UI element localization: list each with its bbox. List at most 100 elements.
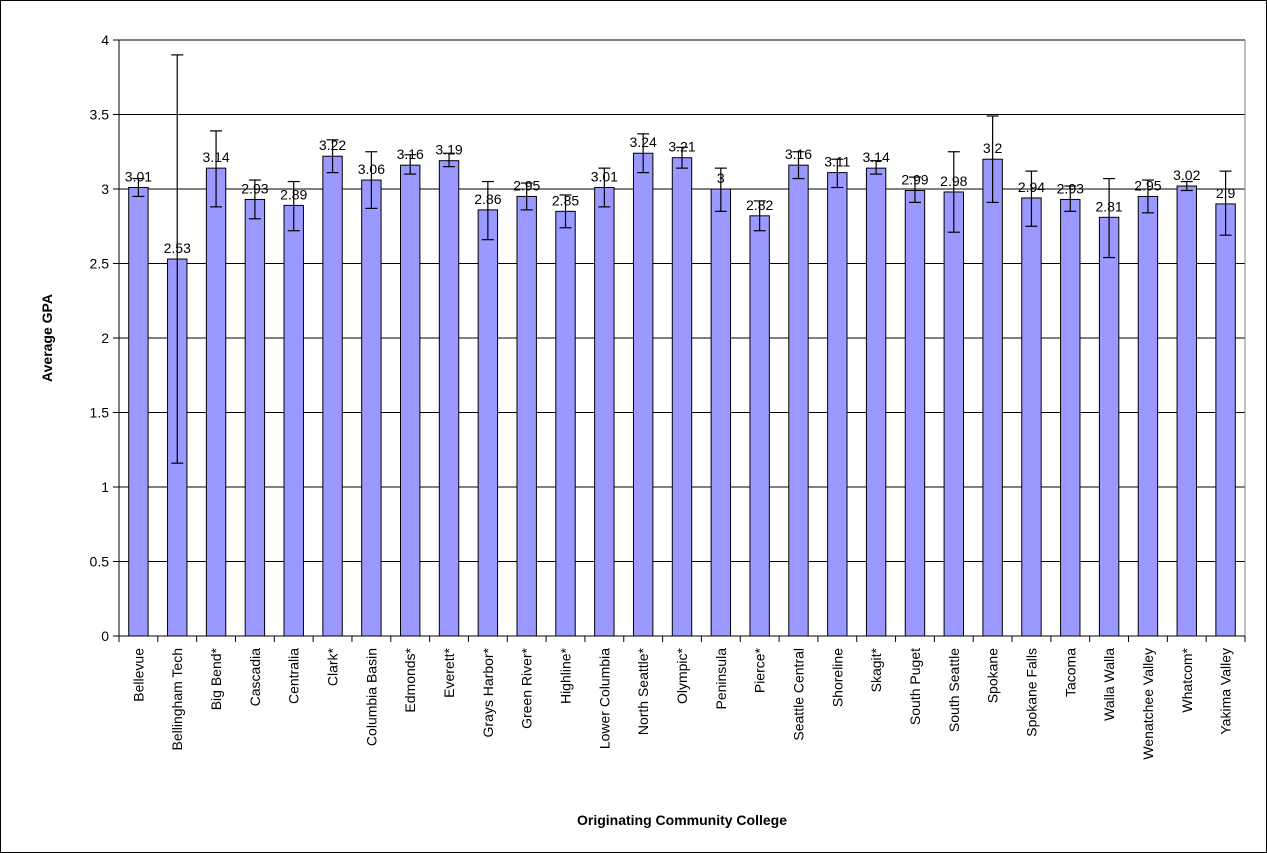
x-category-label: Seattle Central	[790, 648, 806, 741]
y-tick-label: 2	[101, 330, 109, 346]
data-label: 2.93	[241, 180, 268, 196]
y-tick-label: 0	[101, 628, 109, 644]
bar	[555, 210, 576, 637]
bar	[477, 209, 499, 637]
data-label: 3.22	[319, 137, 346, 153]
data-label: 3.01	[591, 169, 618, 185]
data-label: 2.9	[1216, 185, 1236, 201]
bar	[438, 160, 460, 637]
x-category-label: Bellevue	[130, 648, 146, 702]
bar	[749, 215, 770, 637]
bar	[283, 204, 304, 637]
x-category-label: Walla Walla	[1101, 648, 1117, 721]
data-label: 2.94	[1018, 179, 1045, 195]
data-labels: 3.012.533.142.93 2.893.223.063.16 3.192.86…	[125, 134, 1236, 256]
x-category-label: Spokane Falls	[1023, 648, 1039, 737]
data-label: 3.14	[863, 149, 890, 165]
bar	[1021, 197, 1042, 637]
bar	[827, 172, 848, 637]
data-label: 3.24	[630, 134, 657, 150]
data-label: 2.95	[513, 177, 540, 193]
bar	[594, 187, 615, 637]
data-label: 3	[717, 170, 725, 186]
x-category-label: Everett*	[441, 647, 457, 697]
data-label: 3.06	[358, 161, 385, 177]
bar	[1060, 198, 1081, 637]
data-label: 2.98	[940, 173, 967, 189]
x-axis-title: Originating Community College	[577, 812, 787, 828]
data-label: 3.16	[785, 146, 812, 162]
data-label: 2.93	[1057, 180, 1084, 196]
data-label: 2.95	[1134, 177, 1161, 193]
y-tick-label: 3	[101, 181, 109, 197]
bar	[1137, 195, 1159, 637]
data-label: 2.99	[901, 171, 928, 187]
data-label: 3.01	[125, 169, 152, 185]
error-bars	[132, 54, 1232, 464]
data-label: 3.14	[202, 149, 229, 165]
x-category-label: Yakima Valley	[1218, 648, 1234, 735]
x-category-label: Whatcom*	[1179, 647, 1195, 712]
x-category-label: Peninsula	[713, 648, 729, 710]
data-label: 3.21	[668, 139, 695, 155]
bar	[244, 198, 266, 637]
bar	[632, 152, 654, 637]
bar	[865, 167, 887, 637]
y-tick-label: 1	[101, 479, 109, 495]
bar	[904, 189, 926, 637]
y-tick-label: 1.5	[90, 405, 110, 421]
data-label: 3.02	[1173, 167, 1200, 183]
x-category-label: South Seattle	[946, 648, 962, 732]
x-category-label: Shoreline	[829, 648, 845, 707]
data-label: 2.81	[1095, 198, 1122, 214]
bar	[1176, 185, 1197, 637]
x-category-label: Pierce*	[752, 647, 768, 693]
x-category-label: Edmonds*	[402, 647, 418, 712]
bar	[1215, 203, 1236, 637]
x-category-label: North Seattle*	[635, 647, 651, 735]
data-label: 2.89	[280, 186, 307, 202]
bar	[1098, 216, 1120, 637]
x-category-label: Clark*	[325, 647, 341, 686]
bar	[322, 155, 343, 637]
x-category-label: Tacoma	[1062, 648, 1078, 697]
data-label: 3.11	[824, 154, 850, 170]
y-tick-label: 4	[101, 32, 109, 48]
bar	[205, 167, 227, 637]
data-label: 3.2	[983, 140, 1003, 156]
x-category-label: Skagit*	[868, 647, 884, 692]
data-label: 2.82	[746, 197, 773, 213]
y-tick-label: 2.5	[90, 256, 110, 272]
data-label: 3.16	[397, 146, 424, 162]
x-category-label: Big Bend*	[208, 647, 224, 710]
x-category-label: Centralia	[286, 648, 302, 704]
bar	[400, 164, 421, 637]
x-category-label: Highline*	[558, 647, 574, 704]
bar	[671, 157, 693, 637]
y-axis-title: Average GPA	[39, 294, 55, 382]
data-label: 3.19	[435, 142, 462, 158]
x-category-label: Spokane	[985, 648, 1001, 703]
x-category-label: Cascadia	[247, 648, 263, 707]
x-category-label: Lower Columbia	[596, 648, 612, 749]
x-category-label: Green River*	[519, 647, 535, 728]
bar	[710, 188, 732, 637]
bar	[516, 195, 537, 637]
x-category-label: Wenatchee Valley	[1140, 648, 1156, 760]
y-tick-label: 3.5	[90, 107, 110, 123]
data-label: 2.86	[474, 191, 501, 207]
bar	[982, 158, 1003, 637]
x-category-label: Bellingham Tech	[169, 648, 185, 750]
x-category-label: Grays Harbor*	[480, 647, 496, 737]
data-label: 2.85	[552, 192, 579, 208]
bar	[788, 164, 809, 637]
data-label: 2.53	[164, 240, 191, 256]
bar	[128, 187, 149, 637]
x-category-label: Olympic*	[674, 647, 690, 704]
x-category-label: Columbia Basin	[363, 648, 379, 746]
bar	[361, 179, 382, 637]
y-tick-label: 0.5	[90, 554, 110, 570]
